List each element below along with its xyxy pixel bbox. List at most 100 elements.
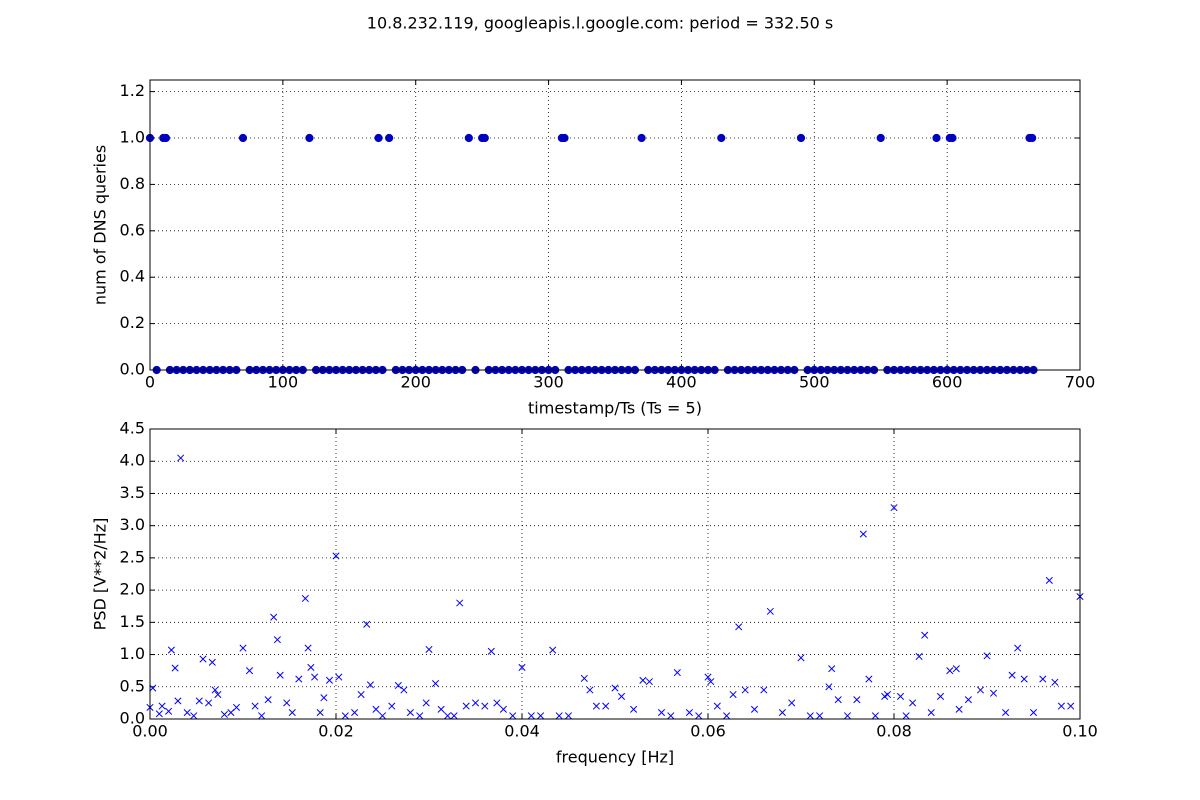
data-point (989, 689, 998, 697)
data-point (305, 133, 314, 143)
data-point (311, 673, 319, 681)
data-point (527, 712, 535, 720)
data-point (270, 613, 278, 621)
data-point (921, 631, 929, 639)
data-point (936, 692, 945, 700)
data-point (276, 671, 284, 679)
data-point (366, 681, 374, 689)
data-point (195, 697, 203, 705)
y-tick-label: 1.2 (120, 81, 145, 100)
data-point (400, 686, 408, 694)
data-point (258, 712, 266, 720)
data-point (717, 133, 726, 143)
data-point (363, 620, 371, 628)
x-tick-label: 0.00 (132, 722, 168, 741)
data-point (307, 663, 315, 671)
data-point (667, 712, 675, 720)
x-tick-label: 200 (400, 373, 431, 392)
data-point (288, 709, 296, 717)
data-point (425, 645, 433, 653)
data-point (422, 699, 430, 707)
data-point (896, 692, 905, 700)
data-point (704, 673, 712, 681)
data-point (843, 712, 852, 720)
data-point (825, 683, 833, 691)
data-point (549, 646, 557, 654)
x-tick-label: 0.10 (1062, 722, 1098, 741)
data-point (611, 684, 619, 692)
data-point (493, 699, 501, 707)
data-point (158, 702, 166, 710)
x-tick-label: 0.08 (876, 722, 912, 741)
data-point (750, 705, 759, 713)
data-point (948, 133, 957, 143)
data-point (657, 709, 666, 717)
data-point (580, 674, 588, 682)
data-point (174, 697, 182, 705)
data-point (723, 712, 731, 720)
data-point (374, 133, 383, 143)
data-point (630, 705, 638, 713)
data-point (456, 599, 464, 607)
data-point (406, 709, 414, 717)
data-point (983, 652, 991, 660)
y-axis-label: PSD [V**2/Hz] (91, 518, 110, 631)
data-point (778, 709, 786, 717)
axes-frame (149, 79, 1081, 371)
data-point (167, 646, 175, 654)
data-point (586, 686, 594, 694)
x-axis-label: timestamp/Ts (Ts = 5) (528, 399, 702, 418)
data-point (915, 652, 923, 661)
data-point (316, 709, 324, 717)
data-point (341, 712, 349, 720)
y-tick-label: 0.0 (120, 360, 145, 379)
data-point (932, 133, 941, 143)
y-tick-label: 2.5 (120, 547, 145, 566)
data-point (1014, 644, 1022, 652)
y-tick-label: 4.5 (120, 419, 145, 438)
data-point (301, 594, 309, 603)
data-point (211, 686, 219, 694)
y-tick-label: 1.0 (120, 644, 145, 663)
data-point (592, 702, 600, 710)
data-point (499, 705, 507, 713)
data-point (1039, 675, 1047, 683)
data-point (806, 712, 814, 720)
data-point (766, 607, 774, 615)
data-point (177, 454, 185, 462)
data-point (320, 694, 328, 702)
data-point (876, 133, 885, 143)
y-tick-label: 0.2 (120, 313, 145, 332)
x-tick-label: 400 (666, 373, 697, 392)
data-point (909, 699, 917, 707)
data-point (1029, 709, 1038, 717)
x-tick-label: 100 (268, 373, 299, 392)
data-point (952, 665, 960, 673)
data-point (796, 133, 806, 143)
data-point (555, 712, 563, 720)
data-point (251, 702, 259, 710)
data-point (431, 680, 440, 688)
data-point (1057, 702, 1065, 710)
data-point (283, 699, 291, 707)
data-point (232, 703, 241, 711)
data-point (673, 669, 681, 677)
data-point (335, 673, 343, 681)
data-point (1028, 133, 1037, 143)
data-point (205, 699, 213, 707)
data-point (208, 658, 216, 666)
data-point (161, 133, 171, 143)
data-point (797, 654, 805, 662)
y-tick-label: 2.0 (120, 580, 145, 599)
y-tick-label: 1.5 (120, 612, 145, 631)
x-tick-label: 0.04 (504, 722, 540, 741)
data-point (351, 709, 359, 717)
data-point (245, 667, 254, 675)
data-point (394, 681, 402, 690)
x-tick-label: 0.06 (690, 722, 726, 741)
figure-title: 10.8.232.119, googleapis.l.google.com: p… (367, 14, 833, 33)
y-tick-label: 3.5 (120, 483, 145, 502)
data-point (444, 712, 452, 720)
